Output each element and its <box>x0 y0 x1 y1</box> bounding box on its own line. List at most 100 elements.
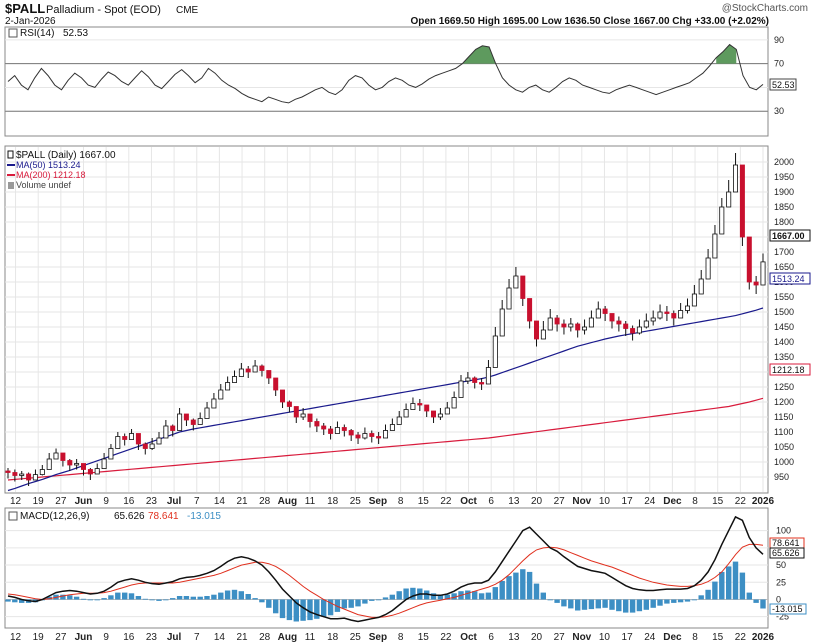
macd-x-axis: 12 19 27 Jun 9 16 23 Jul 7 14 21 28 Aug 11 18 25 Sep 8 15 2… <box>10 632 775 643</box>
macd-histogram-bar <box>712 581 718 600</box>
macd-histogram-bar <box>382 597 389 600</box>
macd-histogram-bar <box>115 592 121 600</box>
candle-up <box>115 436 121 449</box>
candle-up <box>39 469 45 475</box>
candle-down <box>321 425 327 430</box>
price-x-tick-label: 8 <box>398 496 404 507</box>
price-x-tick-label: 22 <box>735 496 747 507</box>
candle-down <box>135 433 141 445</box>
candle-down <box>472 377 478 383</box>
signal-tag-text: 78.641 <box>772 538 800 548</box>
candle-down <box>739 164 745 238</box>
macd-histogram-bar <box>293 599 299 622</box>
candle-up <box>595 308 601 319</box>
legend-volume-swatch <box>8 182 14 189</box>
candle-down <box>279 389 285 403</box>
macd-x-tick-label: 14 <box>214 632 226 643</box>
candle-down <box>286 401 292 407</box>
rsi-value: 52.53 <box>63 28 88 39</box>
price-y-tick-label: 1050 <box>774 442 794 452</box>
candle-down <box>554 317 560 325</box>
candle-up <box>403 409 409 418</box>
price-x-tick-label: 20 <box>531 496 543 507</box>
macd-histogram-bar <box>94 599 100 601</box>
rsi-y-tick-label: 70 <box>774 59 784 69</box>
candle-down <box>87 469 93 475</box>
macd-histogram-bar <box>540 592 546 600</box>
macd-histogram-bar <box>142 598 148 600</box>
macd-histogram-bar <box>705 589 711 600</box>
macd-histogram-bar <box>478 593 485 600</box>
macd-y-tick-label: 0 <box>776 594 781 604</box>
macd-panel: -250255075100 MACD(12,26,9) 65.626 78.64… <box>4 507 807 643</box>
candle-up <box>238 368 244 377</box>
macd-histogram-bar <box>698 595 704 600</box>
macd-histogram-bar <box>671 599 677 603</box>
macd-histogram-bar <box>73 596 80 600</box>
price-x-tick-label: 13 <box>508 496 520 507</box>
macd-histogram-bar <box>266 599 272 608</box>
macd-histogram-bar <box>224 590 231 600</box>
macd-histogram-bar <box>513 572 519 600</box>
macd-histogram-bar <box>396 591 402 600</box>
macd-tag-text: 65.626 <box>772 548 800 558</box>
price-y-tick-label: 1700 <box>774 247 794 257</box>
macd-histogram-bar <box>80 598 87 600</box>
rsi-y-tick-label: 30 <box>774 106 784 116</box>
macd-histogram-bar <box>465 590 471 600</box>
macd-histogram-bar <box>279 599 286 619</box>
macd-x-tick-label: 22 <box>440 632 452 643</box>
macd-histogram-bar <box>739 572 746 600</box>
macd-histogram-bar <box>451 593 457 600</box>
macd-x-tick-label: Jul <box>167 632 182 643</box>
header-copyright: @StockCharts.com <box>722 3 808 14</box>
price-x-tick-label: 25 <box>350 496 362 507</box>
price-x-tick-label: 22 <box>440 496 452 507</box>
macd-histogram-bar <box>629 599 636 613</box>
hist-tag-box <box>769 603 807 615</box>
candle-up <box>382 430 388 439</box>
macd-x-tick-label: Dec <box>663 632 682 643</box>
candle-down <box>479 382 485 385</box>
macd-histogram-bar <box>334 599 341 612</box>
candle-up <box>506 287 512 310</box>
candle-down <box>575 323 581 331</box>
price-y-tick-label: 1350 <box>774 352 794 362</box>
candle-up <box>451 397 457 409</box>
candle-down <box>376 436 382 439</box>
price-x-tick-label: Aug <box>278 496 297 507</box>
candle-up <box>396 416 402 425</box>
price-x-tick-label: 24 <box>644 496 656 507</box>
macd-histogram-bar <box>554 599 560 603</box>
macd-x-tick-label: 20 <box>531 632 543 643</box>
price-y-tick-label: 1950 <box>774 172 794 182</box>
macd-histogram-bar <box>307 599 313 621</box>
macd-x-tick-label: Sep <box>369 632 387 643</box>
macd-x-tick-label: 25 <box>350 632 362 643</box>
macd-histogram-bar <box>595 599 601 609</box>
macd-histogram-bar <box>568 599 574 609</box>
candle-up <box>465 377 471 382</box>
candle-up <box>32 474 38 481</box>
macd-histogram-bar <box>547 599 553 601</box>
price-x-tick-label: 7 <box>194 496 200 507</box>
macd-histogram-bar <box>581 599 588 610</box>
macd-y-tick-label: 50 <box>776 560 786 570</box>
candle-up <box>177 413 183 431</box>
rsi-last-tag: 52.53 <box>769 78 797 91</box>
price-x-tick-label: 21 <box>236 496 248 507</box>
macd-histogram-bar <box>273 599 279 614</box>
candle-down <box>142 443 148 449</box>
candle-up <box>726 191 732 208</box>
candle-down <box>314 421 320 427</box>
ma50-tag-text: 1513.24 <box>772 274 805 284</box>
price-y-tick-label: 1200 <box>774 397 794 407</box>
candle-down <box>67 460 73 466</box>
macd-histogram-bar <box>403 588 409 600</box>
ma200-tag-text: 1212.18 <box>772 365 805 375</box>
candle-down <box>26 473 32 481</box>
candle-up <box>128 433 134 440</box>
candle-down <box>417 403 423 406</box>
macd-x-tick-label: 27 <box>554 632 566 643</box>
